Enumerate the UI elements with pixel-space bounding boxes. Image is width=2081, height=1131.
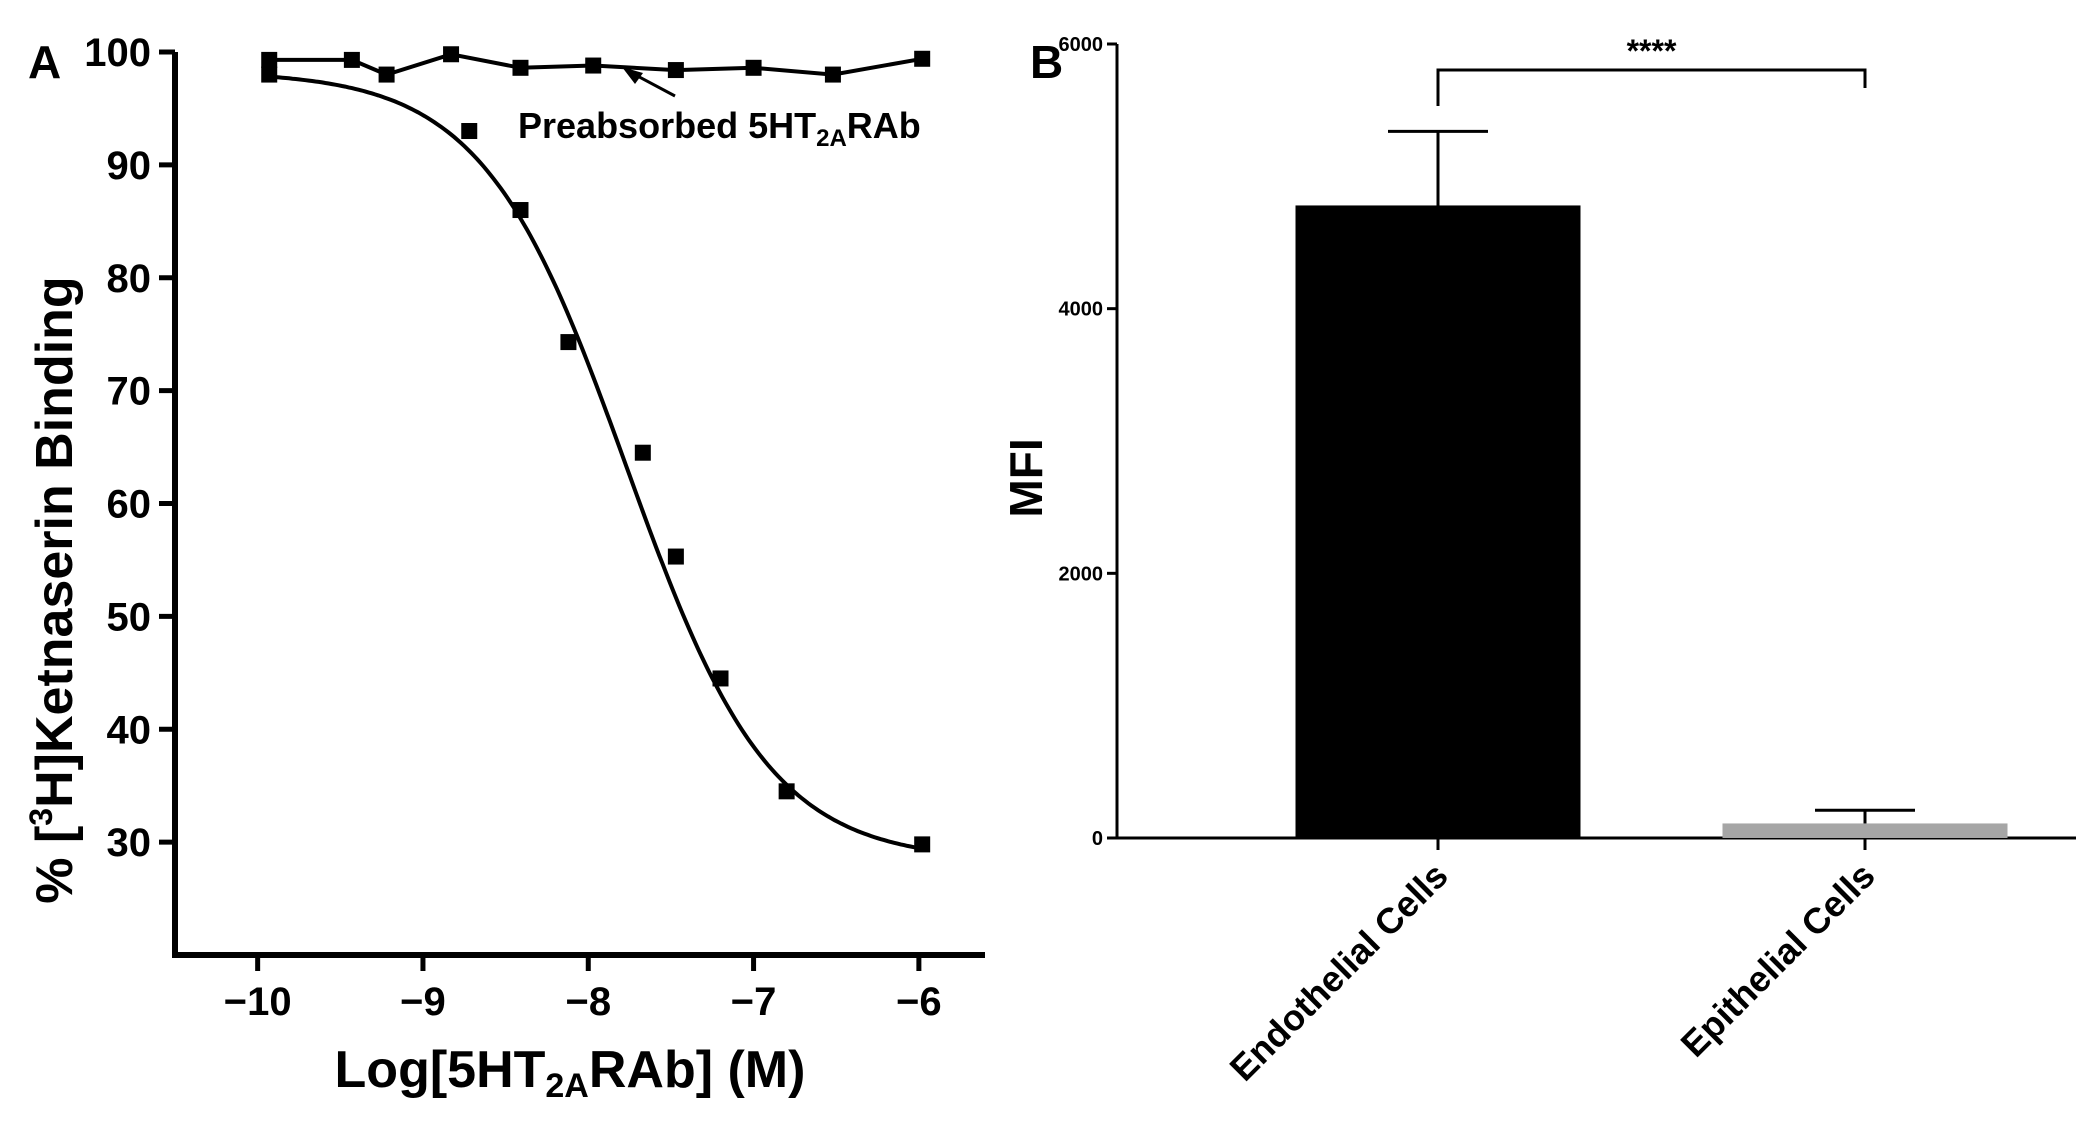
panel-a-preabsorbed-point (585, 57, 602, 74)
panel-a-y-tick-label: 80 (107, 257, 152, 301)
bar-endothelial (1295, 205, 1581, 839)
panel-a-point (560, 334, 577, 351)
panel-a-point (712, 670, 729, 687)
panel-a-y-tick-label: 30 (107, 821, 152, 865)
panel-a-point (778, 783, 795, 800)
panel-a-preabsorbed-point (745, 59, 762, 76)
category-label: Endothelial Cells (1222, 855, 1456, 1089)
panel-b-y-tick-label: 2000 (1059, 563, 1104, 585)
preabsorbed-annotation: Preabsorbed 5HT2ARAb (518, 67, 921, 152)
panel-a-y-tick-labels: 30 40 50 60 70 80 90 100 (84, 31, 151, 865)
panel-a-x-tick-label: −8 (565, 980, 611, 1024)
panel-b-significance: **** (1436, 33, 1867, 106)
panel-a-y-axis-title: % [3H]Ketnaserin Binding (23, 276, 84, 903)
panel-a-preabsorbed-line (269, 52, 923, 77)
panel-a-x-tick-label: −10 (224, 980, 292, 1024)
panel-a-y-tick-label: 100 (84, 31, 151, 75)
panel-a: A 30 40 50 60 70 80 90 100 −10 −9 −8 −7 −6 Preabsor… (23, 31, 985, 1105)
panel-a-point (461, 123, 478, 140)
significance-bracket (1436, 68, 1867, 106)
panel-b-y-axis-title: MFI (1000, 438, 1052, 517)
panel-a-point (261, 66, 278, 83)
panel-a-y-tick-label: 60 (107, 483, 152, 527)
bar-epithelial (1722, 823, 2008, 838)
panel-a-preabsorbed-point (824, 66, 841, 83)
panel-a-x-tick-label: −9 (400, 980, 446, 1024)
category-label: Epithelial Cells (1673, 855, 1883, 1065)
panel-a-x-tick-label: −6 (896, 980, 942, 1024)
panel-a-y-tick-label: 40 (107, 708, 152, 752)
panel-b-bars (1295, 205, 2008, 839)
panel-b-y-tick-label: 0 (1092, 828, 1103, 850)
panel-b-y-tick-label: 4000 (1059, 299, 1104, 321)
panel-b-axes (1107, 42, 2076, 850)
panel-b-error-bars (1388, 129, 1915, 824)
panel-a-fit-curve (269, 74, 921, 851)
panel-a-preabsorbed-point (512, 59, 529, 76)
panel-a-preabsorbed-point (261, 51, 278, 68)
panel-a-y-tick-label: 90 (107, 144, 152, 188)
panel-a-letter: A (28, 36, 61, 88)
panel-a-preabsorbed-point (667, 62, 684, 79)
annotation-text: Preabsorbed 5HT2ARAb (518, 105, 921, 152)
panel-b: B 0 2000 4000 6000 **** Endothelial Cells Ep… (1000, 33, 2076, 1089)
panel-b-y-tick-labels: 0 2000 4000 6000 (1059, 34, 1104, 850)
panel-a-x-tick-labels: −10 −9 −8 −7 −6 (224, 980, 942, 1024)
panel-a-x-tick-label: −7 (731, 980, 777, 1024)
panel-a-preabsorbed-point (378, 66, 395, 83)
panel-a-x-axis-title: Log[5HT2ARAb] (M) (335, 1041, 806, 1105)
panel-b-y-tick-label: 6000 (1059, 34, 1104, 56)
panel-a-point (512, 202, 529, 219)
panel-b-category-labels: Endothelial Cells Epithelial Cells (1222, 855, 1883, 1089)
panel-a-series (261, 46, 931, 853)
panel-a-axes (159, 49, 985, 971)
annotation-arrowhead (622, 67, 643, 84)
panel-a-point (634, 444, 651, 461)
significance-label: **** (1627, 33, 1677, 69)
panel-a-preabsorbed-point (914, 50, 931, 67)
panel-b-letter: B (1030, 36, 1063, 88)
panel-a-preabsorbed-point (343, 51, 360, 68)
panel-a-y-tick-label: 70 (107, 370, 152, 414)
panel-a-point (914, 836, 931, 853)
panel-a-y-tick-label: 50 (107, 595, 152, 639)
panel-a-preabsorbed-point (443, 46, 460, 63)
panel-a-point (667, 548, 684, 565)
